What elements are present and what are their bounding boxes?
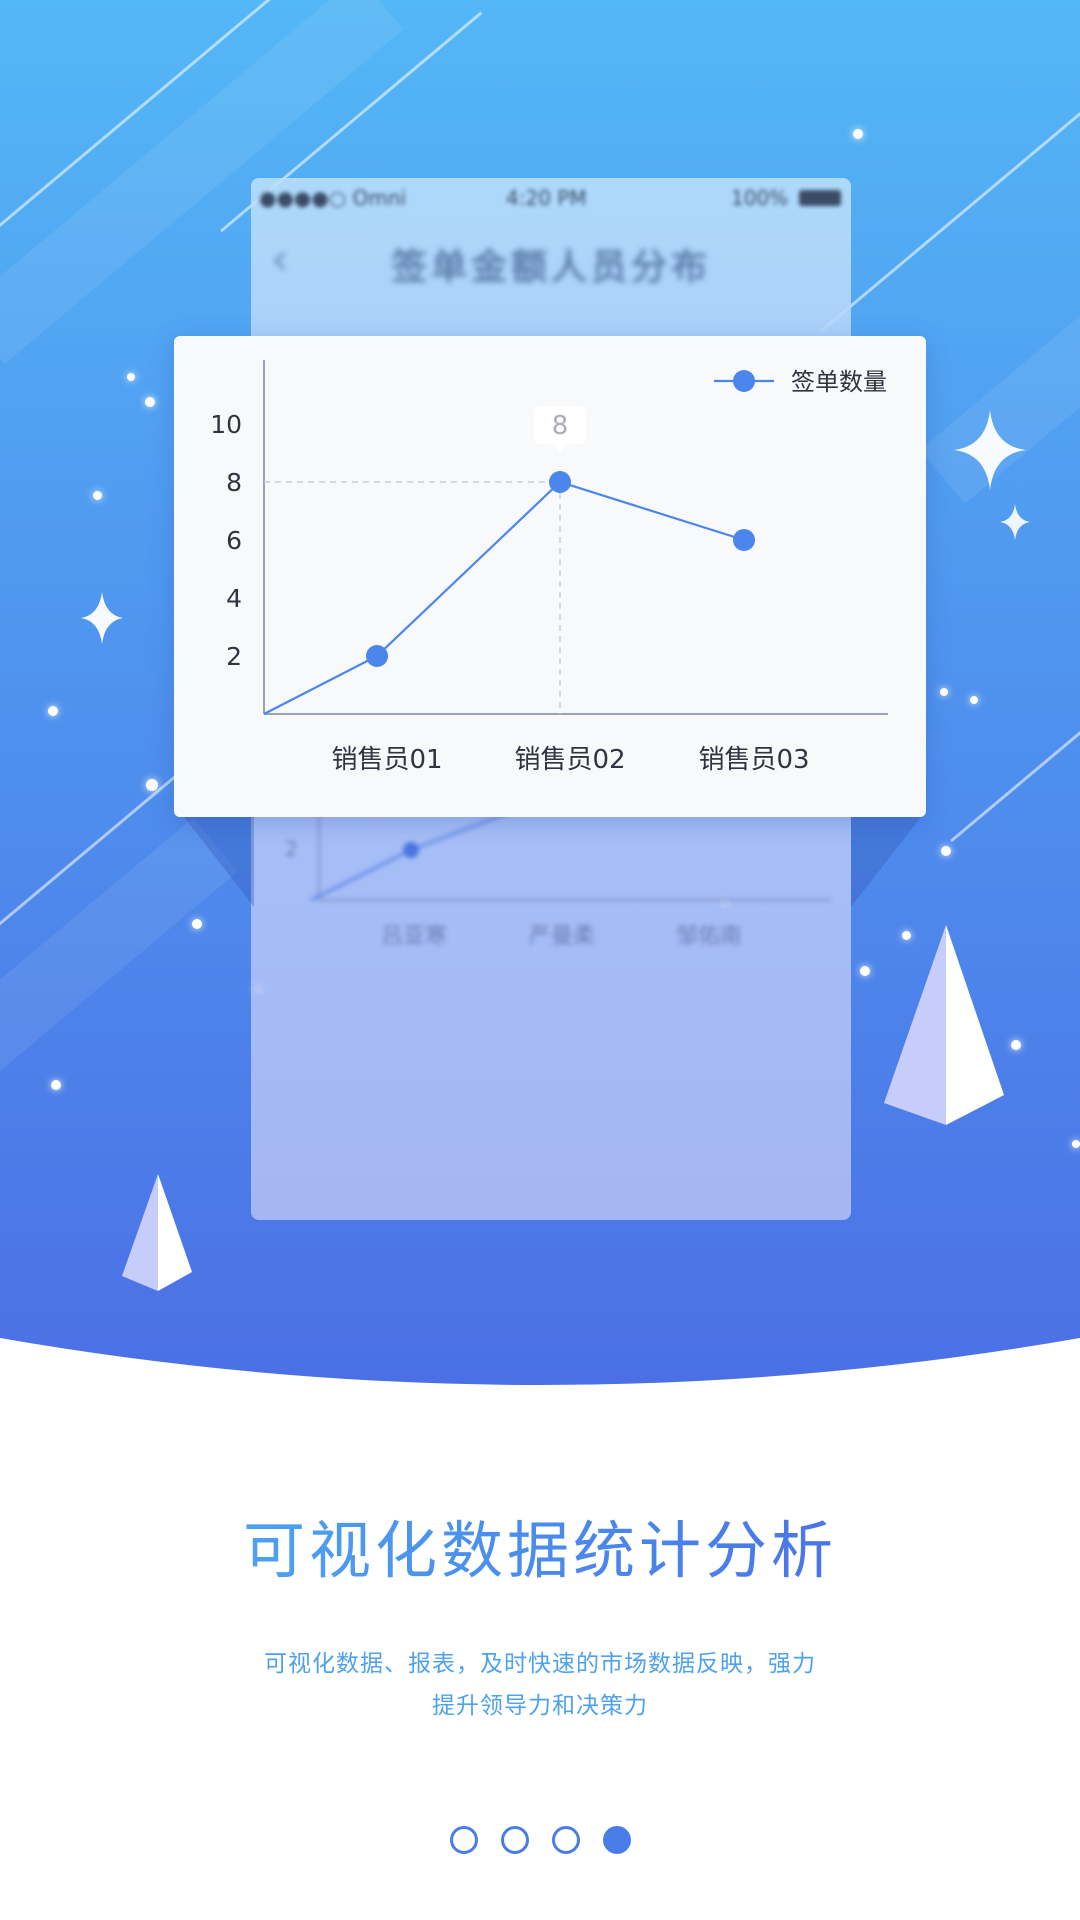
star-dot [941,846,951,856]
pyramid-shape [122,1174,192,1291]
pyramid-shape [884,925,1004,1125]
light-stripe [820,72,1080,333]
y-tick-label: 4 [226,584,242,613]
star-dot [940,688,948,696]
y-tick-label: 2 [226,642,242,671]
page-dot[interactable] [450,1826,478,1854]
star-dot [127,373,135,381]
legend-label: 签单数量 [791,368,887,396]
sparkle-icon [954,410,1026,490]
tooltip-pointer [553,444,567,452]
page-indicator [0,1826,1080,1856]
star-dot [853,129,863,139]
page-dot[interactable] [552,1826,580,1854]
x-tick-label: 销售员01 [331,745,442,775]
y-tick-label: 6 [226,526,242,555]
star-dot [145,397,155,407]
phone-category: 邹佑南 [676,924,743,949]
star-dot [860,966,870,976]
phone-status-bar: ●●●●○ Omni 4:20 PM 100% [251,186,851,216]
card-shadow [851,817,921,907]
data-point [549,471,571,493]
hero-background: ●●●●○ Omni 4:20 PM 100% ‹ 签单金额人员分布 2 吕亚寒… [0,0,1080,1420]
tooltip-value: 8 [552,411,569,441]
star-dot [48,706,58,716]
star-dot [902,931,911,940]
battery-icon [799,190,841,206]
phone-nav-bar: ‹ 签单金额人员分布 [251,234,851,294]
y-tick-label: 8 [226,468,242,497]
star-dot [192,919,202,929]
y-tick-label: 10 [210,410,242,439]
subtitle-line-1: 可视化数据、报表，及时快速的市场数据反映，强力 [264,1651,816,1677]
page-title: 可视化数据统计分析 [0,1500,1080,1590]
x-tick-label: 销售员02 [514,745,625,775]
x-tick-label: 销售员03 [698,745,809,775]
battery-text: 100% [731,186,789,210]
star-dot [1011,1040,1021,1050]
page-dot[interactable] [501,1826,529,1854]
card-shadow [184,817,254,907]
phone-category: 严曼柔 [529,924,596,949]
phone-category: 吕亚寒 [381,924,448,949]
legend-marker [733,370,755,392]
phone-nav-title: 签单金额人员分布 [251,238,851,290]
subtitle-line-2: 提升领导力和决策力 [432,1693,648,1719]
data-point [733,529,755,551]
star-dot [51,1080,61,1090]
data-point [366,645,388,667]
tooltip-bubble [534,406,586,444]
star-dot [146,779,158,791]
chevron-left-icon: ‹ [271,234,289,285]
svg-text:2: 2 [285,837,298,861]
star-dot [970,696,978,704]
series-line [263,480,745,715]
time-text: 4:20 PM [506,186,587,210]
phone-chart-lines: 2 [285,808,831,901]
line-chart: 2 4 6 8 10 销售员01 销售员02 销售员03 8 签单数量 [210,360,888,775]
page-dot[interactable] [603,1826,631,1854]
chart-card: 2 4 6 8 10 销售员01 销售员02 销售员03 8 签单数量 [174,336,926,817]
hero-curve [0,1338,1080,1500]
sparkle-icon [1000,504,1030,540]
sparkle-icon [81,592,123,644]
phone-chart-blur: 2 吕亚寒 严曼柔 邹佑南 [251,808,851,1128]
star-dot [1072,1140,1080,1148]
star-dot [93,491,102,500]
carrier-text: ●●●●○ Omni [259,186,407,210]
